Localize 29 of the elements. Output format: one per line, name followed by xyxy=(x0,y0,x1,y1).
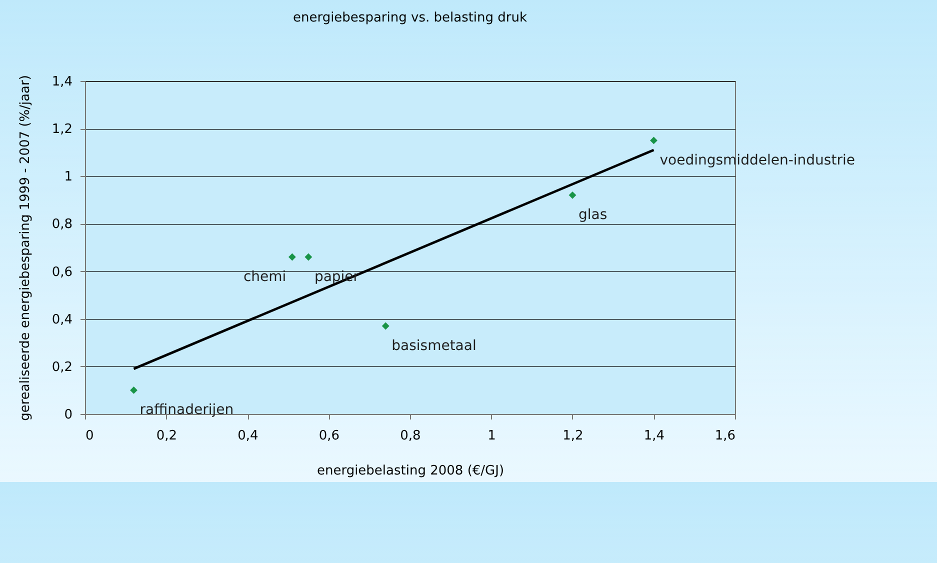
y-tick-label: 1 xyxy=(64,170,72,185)
y-axis-title: gerealiseerde energiebesparing 1999 - 2007 (%/jaar) xyxy=(18,75,33,421)
x-tick-label: 1,4 xyxy=(644,428,665,444)
x-tick-label: 0,4 xyxy=(238,428,258,444)
point xyxy=(382,322,390,330)
x-tick-label: 0,6 xyxy=(318,428,340,444)
x-tick-label: 0 xyxy=(86,428,94,444)
point xyxy=(288,253,296,261)
point xyxy=(130,386,138,394)
x-tick-label: 1 xyxy=(488,428,496,444)
chart-title: energiebesparing vs. belasting druk xyxy=(292,10,528,26)
x-axis-title: energiebelasting 2008 (€/GJ) xyxy=(316,464,504,478)
x-tick-label: 0,8 xyxy=(400,428,421,444)
y-tick-label: 0,8 xyxy=(52,217,72,232)
y-tick-label: 0,4 xyxy=(52,312,72,328)
point xyxy=(304,253,312,261)
annotation: basismetaal xyxy=(392,338,476,354)
y-tick-label: 1,4 xyxy=(52,74,72,90)
annotation: glas xyxy=(578,207,608,224)
y-tick-label: 1,2 xyxy=(52,122,72,138)
annotation: raffinaderijen xyxy=(140,402,234,418)
y-tick-label: 0,6 xyxy=(52,264,72,280)
y-tick-label: 0,2 xyxy=(52,360,72,375)
x-tick-label: 1,6 xyxy=(714,428,736,444)
annotation: chemi xyxy=(243,269,286,286)
x-tick-label: 0,2 xyxy=(156,428,178,444)
point xyxy=(568,191,576,199)
x-tick-label: 1,2 xyxy=(562,428,584,444)
y-tick-label: 0 xyxy=(64,408,72,422)
